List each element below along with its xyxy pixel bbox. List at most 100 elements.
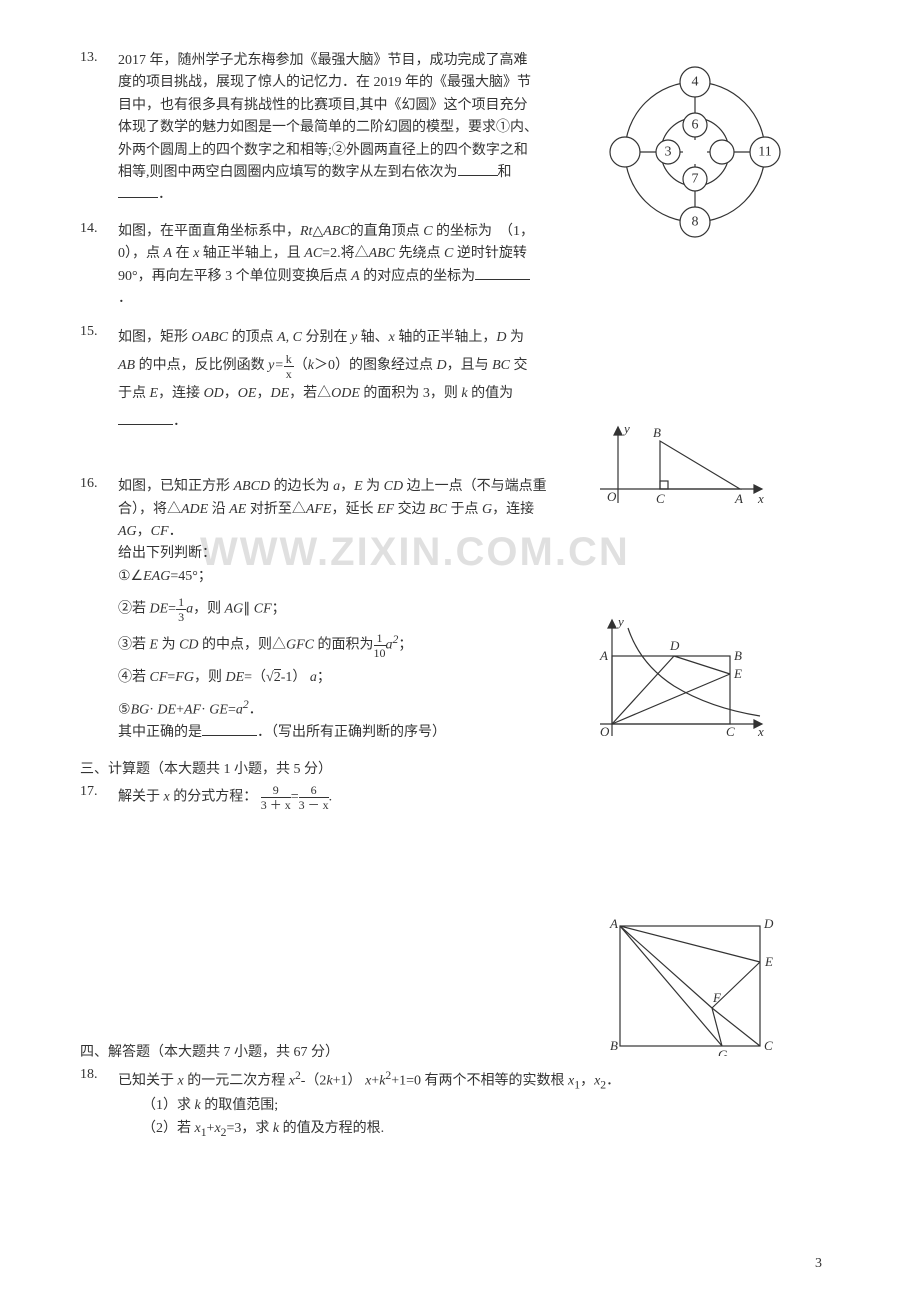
q16-body: 如图，已知正方形 ABCD 的边长为 a，E 为 CD 边上一点（不与端点重合）… bbox=[118, 476, 558, 744]
q16-n2: 1 bbox=[374, 632, 386, 646]
q16-cd: CD bbox=[384, 479, 403, 494]
q15-body: 如图，矩形 OABC 的顶点 A, C 分别在 y 轴、x 轴的正半轴上，D 为… bbox=[118, 324, 538, 436]
q16-t6: 沿 bbox=[212, 502, 226, 517]
d16-C: C bbox=[764, 1038, 773, 1053]
q16-s5f: ． bbox=[249, 702, 263, 717]
q16-ge: GE bbox=[209, 702, 228, 717]
q16-e: E bbox=[354, 479, 363, 494]
q15-t12: ，连接 bbox=[158, 386, 200, 401]
question-18: 18. 已知关于 x 的一元二次方程 x2-（2k+1） x+k2+1=0 有两… bbox=[90, 1067, 830, 1142]
d16-A: A bbox=[609, 916, 618, 931]
q16-s5a: ⑤ bbox=[118, 702, 131, 717]
q16-s4e: -1） bbox=[281, 670, 307, 685]
q17-end: . bbox=[329, 790, 333, 805]
q16-tail2: ．（写出所有正确判断的序号） bbox=[257, 725, 446, 740]
q15-t5: 轴的正半轴上， bbox=[398, 330, 496, 345]
q16-s2b: = bbox=[168, 602, 176, 617]
q16-tl: 给出下列判断： bbox=[118, 546, 216, 561]
q14-a2: A bbox=[351, 269, 360, 284]
q15-e: E bbox=[150, 386, 159, 401]
q16-t8: ，延长 bbox=[331, 502, 373, 517]
d16-G: G bbox=[718, 1047, 728, 1056]
q16-t3: ， bbox=[340, 479, 354, 494]
q16-s1a: ①∠ bbox=[118, 569, 143, 584]
q16-de2: DE bbox=[150, 602, 169, 617]
q16-blank bbox=[202, 722, 257, 736]
q15-t10: ，且与 bbox=[447, 358, 489, 373]
q16-cf4: CF bbox=[150, 670, 168, 685]
q15-od: OD bbox=[204, 386, 224, 401]
q15-t7: 的中点，反比例函数 bbox=[139, 358, 265, 373]
q16-gfc: GFC bbox=[286, 638, 314, 653]
q16-de5: DE bbox=[157, 702, 176, 717]
q15-kn: k bbox=[284, 353, 294, 367]
q17-x: x bbox=[164, 790, 170, 805]
q15-t15: 的值为 bbox=[471, 386, 513, 401]
q13-num: 13. bbox=[80, 50, 98, 66]
d16-F: F bbox=[712, 990, 722, 1005]
q16-af: AF bbox=[184, 702, 201, 717]
dia13-upper: 6 bbox=[692, 118, 699, 133]
q15-x: x bbox=[389, 330, 395, 345]
q16-a3: a bbox=[386, 638, 393, 653]
d16-B: B bbox=[610, 1038, 618, 1053]
d16-D: D bbox=[763, 916, 774, 931]
q16-cd3: CD bbox=[179, 638, 198, 653]
q15-bc: BC bbox=[492, 358, 510, 373]
q15-t9: ＞0）的图象经过点 bbox=[314, 358, 433, 373]
q16-s4c: ，则 bbox=[194, 670, 222, 685]
q14-num: 14. bbox=[80, 221, 98, 237]
q16-s5d: · bbox=[201, 702, 206, 717]
q16-t2: 的边长为 bbox=[274, 479, 330, 494]
q16-s3a: ③若 bbox=[118, 638, 146, 653]
q17-d1: 3 ＋ x bbox=[261, 798, 291, 811]
q16-num: 16. bbox=[80, 476, 98, 492]
q16-bc: BC bbox=[429, 502, 447, 517]
q15-de: DE bbox=[270, 386, 289, 401]
q13-text: 2017 年，随州学子尤东梅参加《最强大脑》节目，成功完成了高难度的项目挑战，展… bbox=[118, 53, 538, 180]
q16-sqrt: 2 bbox=[274, 669, 281, 685]
q15-t3: 分别在 bbox=[305, 330, 347, 345]
q14-blank bbox=[475, 266, 530, 280]
q16-s2c: ，则 bbox=[193, 602, 221, 617]
question-15: 15. 如图，矩形 OABC 的顶点 A, C 分别在 y 轴、x 轴的正半轴上… bbox=[90, 324, 830, 436]
q16-d2: 10 bbox=[374, 646, 386, 659]
question-13: 13. 2017 年，随州学子尤东梅参加《最强大脑》节目，成功完成了高难度的项目… bbox=[90, 50, 830, 207]
q15-d: D bbox=[496, 330, 506, 345]
q14-t6: =2.将△ bbox=[322, 246, 368, 261]
q15-y: y bbox=[351, 330, 357, 345]
q14-t5: 轴正半轴上，且 bbox=[203, 246, 301, 261]
q14-t7: 先绕点 bbox=[399, 246, 441, 261]
q16-s5c: + bbox=[176, 702, 184, 717]
q15-t8: （ bbox=[294, 358, 308, 373]
q18-num: 18. bbox=[80, 1067, 98, 1083]
q16-afe: AFE bbox=[306, 502, 332, 517]
q18-x: x bbox=[178, 1074, 184, 1089]
q16-s5b: · bbox=[149, 702, 154, 717]
q18-t4: +1） bbox=[333, 1074, 362, 1089]
q13-blank-1 bbox=[458, 162, 498, 176]
question-16: 16. 如图，已知正方形 ABCD 的边长为 a，E 为 CD 边上一点（不与端… bbox=[90, 476, 830, 744]
q14-t4: 在 bbox=[176, 246, 190, 261]
q18-p2: （2）若 bbox=[142, 1121, 191, 1136]
q13-and: 和 bbox=[498, 165, 512, 180]
q18-p2c: =3，求 bbox=[227, 1121, 270, 1136]
q16-s3d: 的面积为 bbox=[318, 638, 374, 653]
q16-n1: 1 bbox=[176, 596, 186, 610]
q15-k2: k bbox=[461, 386, 467, 401]
q16-cf2: CF bbox=[254, 602, 272, 617]
q16-t1: 如图，已知正方形 bbox=[118, 479, 230, 494]
q16-s3b: 为 bbox=[162, 638, 176, 653]
q15-t6: 为 bbox=[510, 330, 524, 345]
q15-t14: 的面积为 3，则 bbox=[363, 386, 458, 401]
question-14: 14. 如图，在平面直角坐标系中，Rt△ABC的直角顶点 C 的坐标为 （1，0… bbox=[90, 221, 830, 311]
q17-eq: = bbox=[291, 790, 299, 805]
q18-t5: + bbox=[371, 1074, 379, 1089]
q15-oabc: OABC bbox=[192, 330, 229, 345]
q16-ag2: AG bbox=[225, 602, 244, 617]
q16-s4d: =（ bbox=[244, 670, 266, 685]
q17-d2: 3 － x bbox=[299, 798, 329, 811]
q16-s4f: ； bbox=[317, 670, 331, 685]
q16-s2d: ∥ bbox=[243, 602, 250, 617]
q18-dot: ． bbox=[606, 1074, 620, 1089]
